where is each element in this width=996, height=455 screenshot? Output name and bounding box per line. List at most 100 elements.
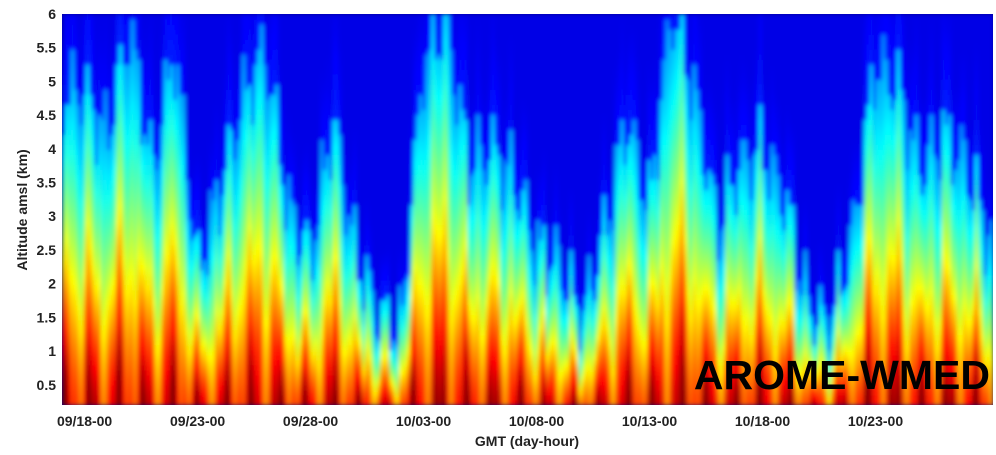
heatmap-cell [107, 379, 111, 386]
heatmap-cell [107, 374, 111, 381]
heatmap-cell [62, 204, 66, 211]
heatmap-cell [128, 134, 132, 140]
heatmap-cell [146, 54, 150, 60]
heatmap-cell [95, 124, 99, 130]
heatmap-cell [152, 394, 156, 401]
heatmap-cell [170, 149, 174, 155]
heatmap-cell [143, 229, 147, 236]
heatmap-cell [74, 39, 78, 45]
heatmap-cell [101, 234, 105, 241]
heatmap-cell [122, 104, 126, 110]
heatmap-cell [140, 254, 144, 261]
heatmap-cell [89, 214, 93, 221]
heatmap-cell [71, 199, 75, 206]
heatmap-cell [155, 89, 159, 95]
heatmap-cell [113, 279, 117, 286]
heatmap-cell [137, 204, 141, 211]
heatmap-cell [149, 364, 153, 371]
heatmap-cell [128, 314, 132, 321]
heatmap-cell [128, 194, 132, 201]
heatmap-cell [98, 279, 102, 286]
heatmap-cell [143, 49, 147, 55]
heatmap-cell [65, 384, 69, 391]
heatmap-cell [86, 284, 90, 291]
heatmap-cell [113, 269, 117, 276]
heatmap-cell [77, 124, 81, 130]
heatmap-cell [113, 314, 117, 321]
heatmap-cell [86, 204, 90, 211]
heatmap-cell [98, 114, 102, 120]
heatmap-cell [65, 289, 69, 296]
heatmap-cell [128, 219, 132, 226]
heatmap-cell [80, 309, 84, 316]
heatmap-cell [143, 359, 147, 366]
heatmap-cell [77, 49, 81, 55]
heatmap-cell [134, 329, 138, 336]
heatmap-cell [83, 219, 87, 226]
heatmap-cell [65, 219, 69, 226]
heatmap-cell [62, 379, 66, 386]
heatmap-cell [92, 324, 96, 331]
heatmap-cell [137, 284, 141, 291]
heatmap-cell [164, 69, 168, 75]
heatmap-cell [74, 304, 78, 311]
heatmap-cell [65, 14, 69, 20]
heatmap-cell [161, 149, 165, 155]
heatmap-cell [149, 229, 153, 236]
heatmap-cell [62, 389, 66, 396]
heatmap-cell [95, 34, 99, 40]
heatmap-cell [68, 364, 72, 371]
heatmap-cell [98, 124, 102, 130]
heatmap-cell [158, 119, 162, 125]
heatmap-cell [149, 369, 153, 376]
heatmap-cell [176, 384, 180, 391]
heatmap-cell [173, 259, 177, 266]
heatmap-cell [167, 304, 171, 311]
heatmap-cell [62, 74, 66, 80]
heatmap-cell [98, 209, 102, 216]
heatmap-cell [167, 329, 171, 336]
heatmap-cell [80, 344, 84, 351]
heatmap-cell [104, 254, 108, 261]
heatmap-cell [140, 129, 144, 135]
heatmap-cell [167, 389, 171, 396]
heatmap-cell [62, 59, 66, 65]
heatmap-cell [101, 319, 105, 326]
heatmap-cell [122, 389, 126, 396]
heatmap-cell [77, 314, 81, 321]
heatmap-cell [155, 74, 159, 80]
heatmap-cell [152, 209, 156, 216]
heatmap-cell [158, 124, 162, 130]
heatmap-cell [122, 334, 126, 341]
heatmap-cell [122, 244, 126, 251]
heatmap-cell [110, 179, 114, 186]
heatmap-cell [119, 199, 123, 206]
heatmap-cell [95, 294, 99, 301]
heatmap-cell [98, 354, 102, 361]
heatmap-cell [80, 389, 84, 396]
heatmap-cell [62, 194, 66, 201]
heatmap-cell [131, 214, 135, 221]
heatmap-cell [167, 239, 171, 246]
heatmap-cell [176, 204, 180, 211]
heatmap-cell [110, 169, 114, 176]
heatmap-cell [164, 299, 168, 306]
heatmap-cell [104, 209, 108, 216]
heatmap-cell [155, 359, 159, 366]
heatmap-cell [158, 74, 162, 80]
heatmap-cell [113, 129, 117, 135]
heatmap-cell [83, 29, 87, 35]
heatmap-cell [161, 399, 165, 405]
heatmap-cell [98, 84, 102, 90]
heatmap-cell [113, 84, 117, 90]
heatmap-cell [158, 289, 162, 296]
heatmap-cell [74, 114, 78, 120]
heatmap-cell [152, 359, 156, 366]
heatmap-cell [128, 149, 132, 155]
heatmap-cell [131, 174, 135, 181]
heatmap-cell [170, 84, 174, 90]
heatmap-cell [122, 364, 126, 371]
heatmap-cell [161, 259, 165, 266]
heatmap-cell [98, 54, 102, 60]
heatmap-cell [98, 369, 102, 376]
